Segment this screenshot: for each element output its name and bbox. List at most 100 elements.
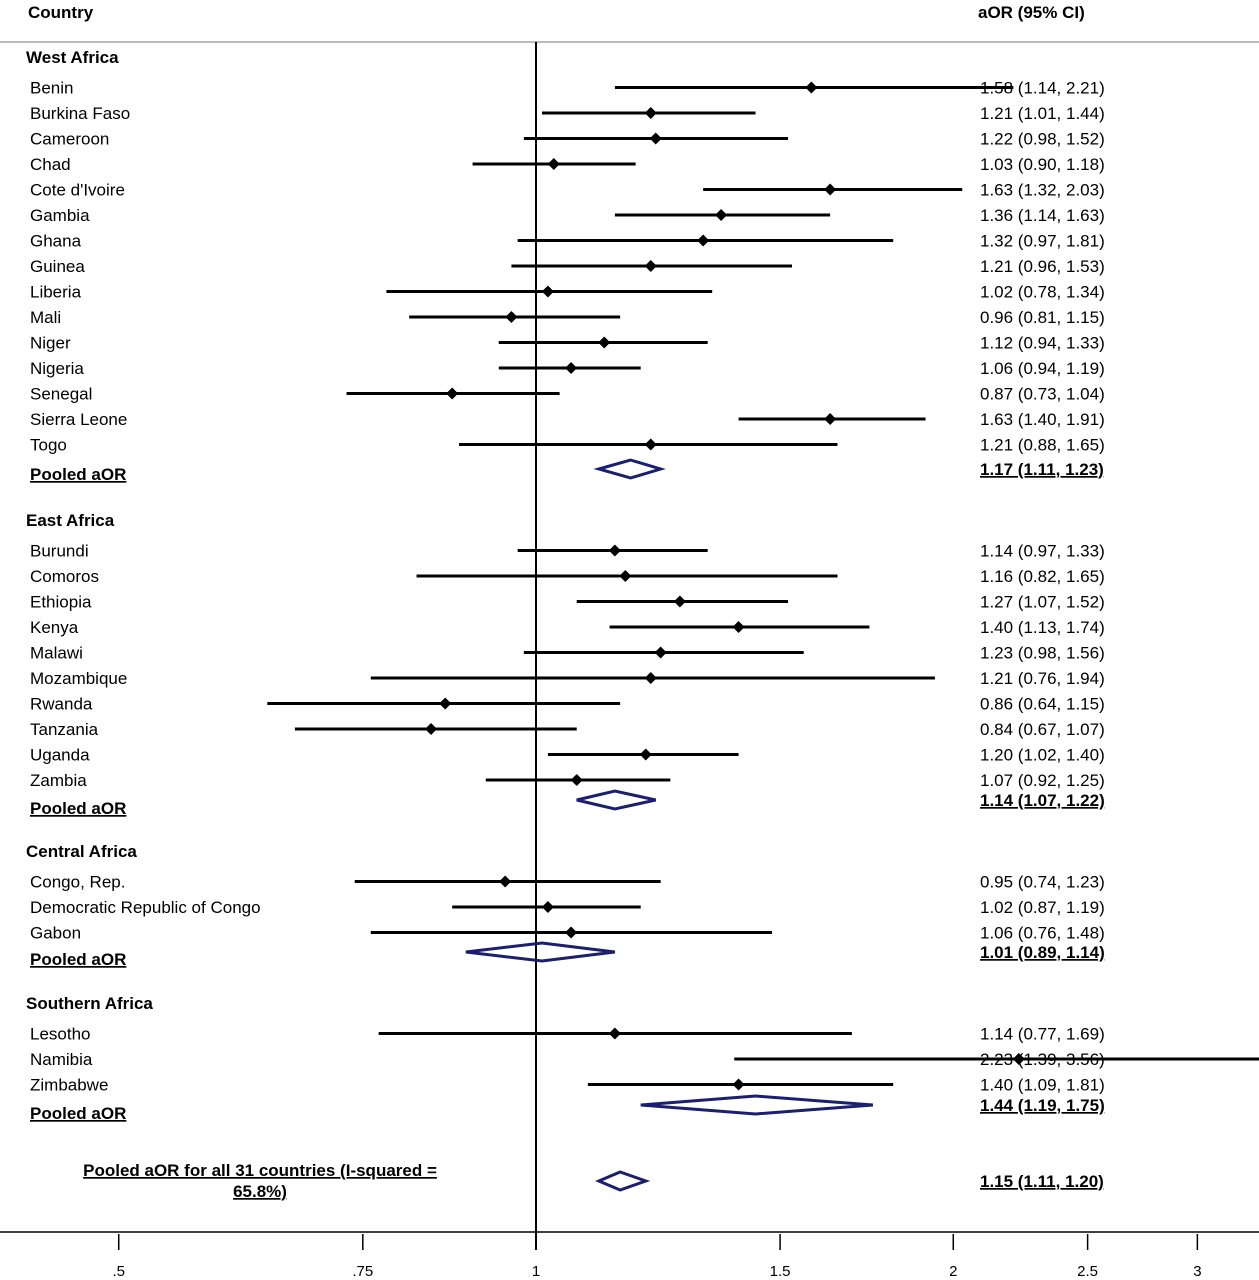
point-estimate-marker xyxy=(824,183,837,196)
estimate-label: 1.14 (0.77, 1.69) xyxy=(980,1025,1105,1044)
point-estimate-marker xyxy=(1012,1053,1025,1065)
country-label: Rwanda xyxy=(30,695,93,714)
country-label: Liberia xyxy=(30,283,82,302)
point-estimate-marker xyxy=(505,311,518,323)
country-label: Cameroon xyxy=(30,130,109,149)
estimate-label: 1.23 (0.98, 1.56) xyxy=(980,644,1105,663)
point-estimate-marker xyxy=(541,901,554,913)
pooled-label: Pooled aOR xyxy=(30,950,126,969)
point-estimate-marker xyxy=(565,362,578,374)
country-label: Burkina Faso xyxy=(30,104,130,123)
point-estimate-marker xyxy=(644,260,657,272)
point-estimate-marker xyxy=(446,387,459,400)
country-label: Tanzania xyxy=(30,720,99,739)
country-label: Democratic Republic of Congo xyxy=(30,898,261,917)
country-label: Zambia xyxy=(30,771,87,790)
country-label: Gambia xyxy=(30,206,90,225)
estimate-label: 0.95 (0.74, 1.23) xyxy=(980,873,1105,892)
estimate-label: 1.06 (0.94, 1.19) xyxy=(980,359,1105,378)
region-heading: West Africa xyxy=(26,48,119,67)
estimate-label: 1.21 (0.88, 1.65) xyxy=(980,436,1105,455)
x-tick-label: .75 xyxy=(352,1263,373,1280)
estimate-label: 1.32 (0.97, 1.81) xyxy=(980,232,1105,251)
pooled-label: Pooled aOR xyxy=(30,465,126,484)
point-estimate-marker xyxy=(654,646,667,659)
country-label: Guinea xyxy=(30,257,85,276)
estimate-label: 1.63 (1.32, 2.03) xyxy=(980,181,1105,200)
country-label: Kenya xyxy=(30,618,79,637)
point-estimate-marker xyxy=(644,107,657,119)
forest-rows: West Africa Benin 1.58 (1.14, 2.21) Burkina… xyxy=(26,48,1259,1201)
point-estimate-marker xyxy=(732,621,745,633)
country-label: Comoros xyxy=(30,567,99,586)
point-estimate-marker xyxy=(697,234,710,247)
estimate-label: 0.86 (0.64, 1.15) xyxy=(980,695,1105,714)
point-estimate-marker xyxy=(649,132,662,145)
x-tick-label: 1.5 xyxy=(770,1263,791,1280)
overall-estimate-label: 1.15 (1.11, 1.20) xyxy=(980,1172,1104,1191)
estimate-label: 1.21 (0.76, 1.94) xyxy=(980,669,1105,688)
estimate-label: 1.02 (0.78, 1.34) xyxy=(980,283,1105,302)
estimate-label: 1.16 (0.82, 1.65) xyxy=(980,567,1105,586)
country-label: Sierra Leone xyxy=(30,410,127,429)
x-tick-label: 2.5 xyxy=(1077,1263,1098,1280)
country-label: Chad xyxy=(30,155,71,174)
point-estimate-marker xyxy=(608,544,621,557)
point-estimate-marker xyxy=(570,774,583,786)
country-label: Ethiopia xyxy=(30,593,92,612)
region-heading: East Africa xyxy=(26,511,115,530)
point-estimate-marker xyxy=(715,209,728,221)
point-estimate-marker xyxy=(598,336,611,349)
point-estimate-marker xyxy=(644,438,657,451)
estimate-column-header: aOR (95% CI) xyxy=(978,3,1085,22)
country-column-header: Country xyxy=(28,3,94,22)
pooled-diamond xyxy=(640,1094,874,1116)
x-tick-label: 1 xyxy=(532,1263,540,1280)
region-heading: Central Africa xyxy=(26,842,137,861)
region-heading: Southern Africa xyxy=(26,994,153,1013)
estimate-label: 1.22 (0.98, 1.52) xyxy=(980,130,1105,149)
estimate-label: 1.12 (0.94, 1.33) xyxy=(980,334,1105,353)
point-estimate-marker xyxy=(425,723,438,735)
estimate-label: 1.58 (1.14, 2.21) xyxy=(980,79,1105,98)
country-label: Benin xyxy=(30,79,73,98)
country-label: Ghana xyxy=(30,232,82,251)
point-estimate-marker xyxy=(541,285,554,298)
pooled-diamond xyxy=(576,789,657,811)
x-tick-label: 2 xyxy=(949,1263,957,1280)
point-estimate-marker xyxy=(439,697,452,710)
country-label: Lesotho xyxy=(30,1025,91,1044)
x-tick-label: .5 xyxy=(112,1263,125,1280)
point-estimate-marker xyxy=(499,875,512,888)
estimate-label: 1.40 (1.13, 1.74) xyxy=(980,618,1105,637)
country-label: Burundi xyxy=(30,542,89,561)
estimate-label: 1.36 (1.14, 1.63) xyxy=(980,206,1105,225)
estimate-label: 1.14 (0.97, 1.33) xyxy=(980,542,1105,561)
point-estimate-marker xyxy=(644,672,657,684)
estimate-label: 1.21 (0.96, 1.53) xyxy=(980,257,1105,276)
country-label: Nigeria xyxy=(30,359,84,378)
point-estimate-marker xyxy=(565,926,578,939)
estimate-label: 1.40 (1.09, 1.81) xyxy=(980,1076,1105,1095)
estimate-label: 2.23 (1.39, 3.56) xyxy=(980,1050,1105,1069)
pooled-estimate-label: 1.44 (1.19, 1.75) xyxy=(980,1096,1105,1115)
pooled-label: Pooled aOR xyxy=(30,1104,126,1123)
pooled-estimate-label: 1.17 (1.11, 1.23) xyxy=(980,460,1104,479)
country-label: Zimbabwe xyxy=(30,1076,108,1095)
point-estimate-marker xyxy=(732,1078,745,1091)
country-label: Uganda xyxy=(30,746,90,765)
pooled-diamond xyxy=(593,458,666,480)
country-label: Niger xyxy=(30,334,71,353)
estimate-label: 1.27 (1.07, 1.52) xyxy=(980,593,1105,612)
estimate-label: 1.07 (0.92, 1.25) xyxy=(980,771,1105,790)
estimate-label: 0.84 (0.67, 1.07) xyxy=(980,720,1105,739)
pooled-estimate-label: 1.14 (1.07, 1.22) xyxy=(980,791,1105,810)
estimate-label: 1.21 (1.01, 1.44) xyxy=(980,104,1105,123)
country-label: Gabon xyxy=(30,924,81,943)
estimate-label: 0.96 (0.81, 1.15) xyxy=(980,308,1105,327)
point-estimate-marker xyxy=(619,570,632,582)
country-label: Togo xyxy=(30,436,67,455)
country-label: Senegal xyxy=(30,385,92,404)
